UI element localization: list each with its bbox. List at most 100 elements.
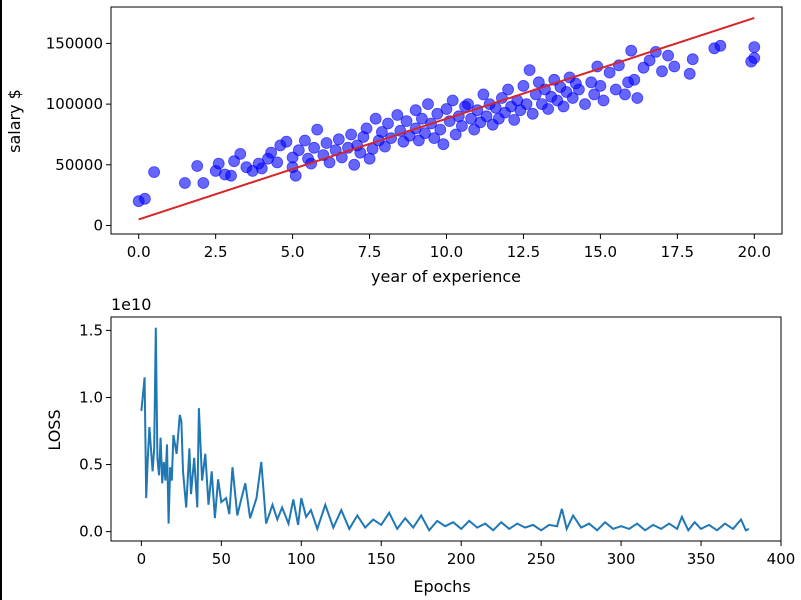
loss-x-tick-label: 50 bbox=[212, 550, 231, 568]
scatter-point bbox=[625, 44, 638, 57]
scatter-point bbox=[369, 112, 382, 125]
scatter-point bbox=[271, 156, 284, 169]
scatter-point bbox=[508, 114, 521, 126]
scatter-point bbox=[502, 83, 515, 96]
scatter-point bbox=[255, 162, 268, 175]
scatter-point bbox=[517, 80, 530, 92]
scatter-point bbox=[520, 98, 533, 110]
scatter-point bbox=[428, 132, 441, 145]
scatter-point bbox=[477, 88, 490, 101]
scatter-point bbox=[422, 98, 434, 110]
scatter-point bbox=[391, 109, 404, 121]
scatter-point bbox=[415, 112, 428, 125]
salary-x-tick-label: 7.5 bbox=[358, 243, 382, 261]
scatter-point bbox=[382, 117, 394, 130]
scatter-point bbox=[462, 98, 474, 110]
scatter-point bbox=[197, 177, 210, 189]
x-axis-ticks: 0.0 2.5 5.0 7.5 10.0 12.5 15.0 17.5 20.0 bbox=[127, 234, 771, 261]
y-axis-offset-label: 1e10 bbox=[111, 295, 151, 314]
scatter-point bbox=[748, 52, 761, 64]
loss-line-plot: 0 50 100 150 200 250 300 350 400 0.0 0.5 1.0 1.5 1e… bbox=[45, 295, 795, 596]
scatter-point bbox=[628, 73, 641, 86]
scatter-point bbox=[573, 83, 585, 96]
x-axis-label: year of experience bbox=[371, 267, 521, 286]
scatter-point bbox=[437, 138, 450, 151]
scatter-point bbox=[292, 144, 305, 157]
scatter-point bbox=[280, 135, 293, 148]
scatter-point bbox=[419, 127, 431, 140]
scatter-points bbox=[132, 39, 761, 208]
scatter-point bbox=[289, 169, 302, 182]
salary-x-tick-label: 5.0 bbox=[281, 243, 305, 261]
salary-y-tick-label: 50000 bbox=[55, 156, 103, 174]
loss-y-tick-label: 0.5 bbox=[79, 456, 103, 474]
scatter-point bbox=[265, 146, 278, 159]
salary-x-tick-label: 10.0 bbox=[430, 243, 463, 261]
scatter-point bbox=[446, 94, 459, 107]
scatter-point bbox=[375, 126, 388, 138]
scatter-point bbox=[148, 166, 161, 179]
loss-y-tick-label: 0.0 bbox=[79, 523, 103, 541]
loss-y-tick-label: 1.0 bbox=[79, 388, 103, 406]
loss-y-tick-label: 1.5 bbox=[79, 321, 103, 339]
scatter-point bbox=[400, 115, 413, 127]
y-axis-label: salary $ bbox=[5, 89, 24, 153]
scatter-point bbox=[332, 133, 345, 146]
scatter-point bbox=[234, 147, 247, 160]
scatter-point bbox=[523, 64, 536, 76]
scatter-point bbox=[348, 158, 361, 171]
scatter-point bbox=[748, 41, 761, 53]
scatter-point bbox=[178, 177, 191, 189]
scatter-point bbox=[455, 120, 468, 132]
scatter-point bbox=[566, 92, 579, 104]
regression-line bbox=[138, 16, 755, 221]
scatter-point bbox=[225, 169, 237, 182]
scatter-point bbox=[557, 100, 570, 113]
loss-x-tick-label: 100 bbox=[287, 550, 316, 568]
scatter-point bbox=[440, 103, 453, 115]
scatter-point bbox=[212, 157, 225, 170]
salary-y-tick-label: 150000 bbox=[46, 34, 103, 52]
x-axis-label: Epochs bbox=[413, 577, 470, 596]
salary-x-tick-label: 17.5 bbox=[661, 243, 694, 261]
scatter-point bbox=[668, 60, 681, 73]
salary-x-tick-label: 15.0 bbox=[584, 243, 617, 261]
loss-x-tick-label: 200 bbox=[447, 550, 476, 568]
loss-x-tick-label: 250 bbox=[527, 550, 556, 568]
loss-series-line bbox=[140, 327, 750, 533]
loss-x-tick-label: 350 bbox=[687, 550, 716, 568]
x-axis-ticks: 0 50 100 150 200 250 300 350 400 bbox=[137, 541, 796, 568]
salary-x-tick-label: 20.0 bbox=[738, 243, 771, 261]
scatter-point bbox=[308, 141, 321, 154]
scatter-point bbox=[662, 49, 674, 62]
scatter-point bbox=[345, 128, 358, 141]
scatter-point bbox=[434, 123, 447, 136]
scatter-point bbox=[449, 128, 462, 141]
scatter-point bbox=[409, 104, 422, 117]
salary-scatter-plot: 0.0 2.5 5.0 7.5 10.0 12.5 15.0 17.5 20.0 0 50000 1… bbox=[5, 6, 783, 286]
scatter-point bbox=[311, 123, 324, 136]
scatter-point bbox=[656, 65, 668, 78]
scatter-point bbox=[191, 160, 204, 172]
loss-x-tick-label: 400 bbox=[767, 550, 796, 568]
scatter-point bbox=[298, 134, 311, 147]
scatter-point bbox=[594, 80, 607, 92]
scatter-point bbox=[686, 53, 699, 66]
loss-x-tick-label: 300 bbox=[607, 550, 636, 568]
scatter-point bbox=[643, 54, 656, 67]
scatter-point bbox=[480, 110, 493, 123]
scatter-point bbox=[683, 67, 696, 80]
scatter-point bbox=[588, 88, 601, 101]
scatter-point bbox=[542, 103, 554, 115]
regression-line-segment bbox=[138, 16, 755, 221]
salary-x-tick-label: 0.0 bbox=[127, 243, 151, 261]
y-axis-ticks: 0.0 0.5 1.0 1.5 bbox=[79, 321, 111, 541]
y-axis-ticks: 0 50000 100000 150000 bbox=[46, 34, 111, 235]
scatter-point bbox=[714, 39, 727, 52]
scatter-point bbox=[320, 137, 333, 149]
scatter-point bbox=[431, 107, 444, 120]
scatter-point bbox=[579, 98, 591, 110]
scatter-point bbox=[360, 122, 373, 135]
salary-y-tick-label: 0 bbox=[93, 217, 103, 235]
